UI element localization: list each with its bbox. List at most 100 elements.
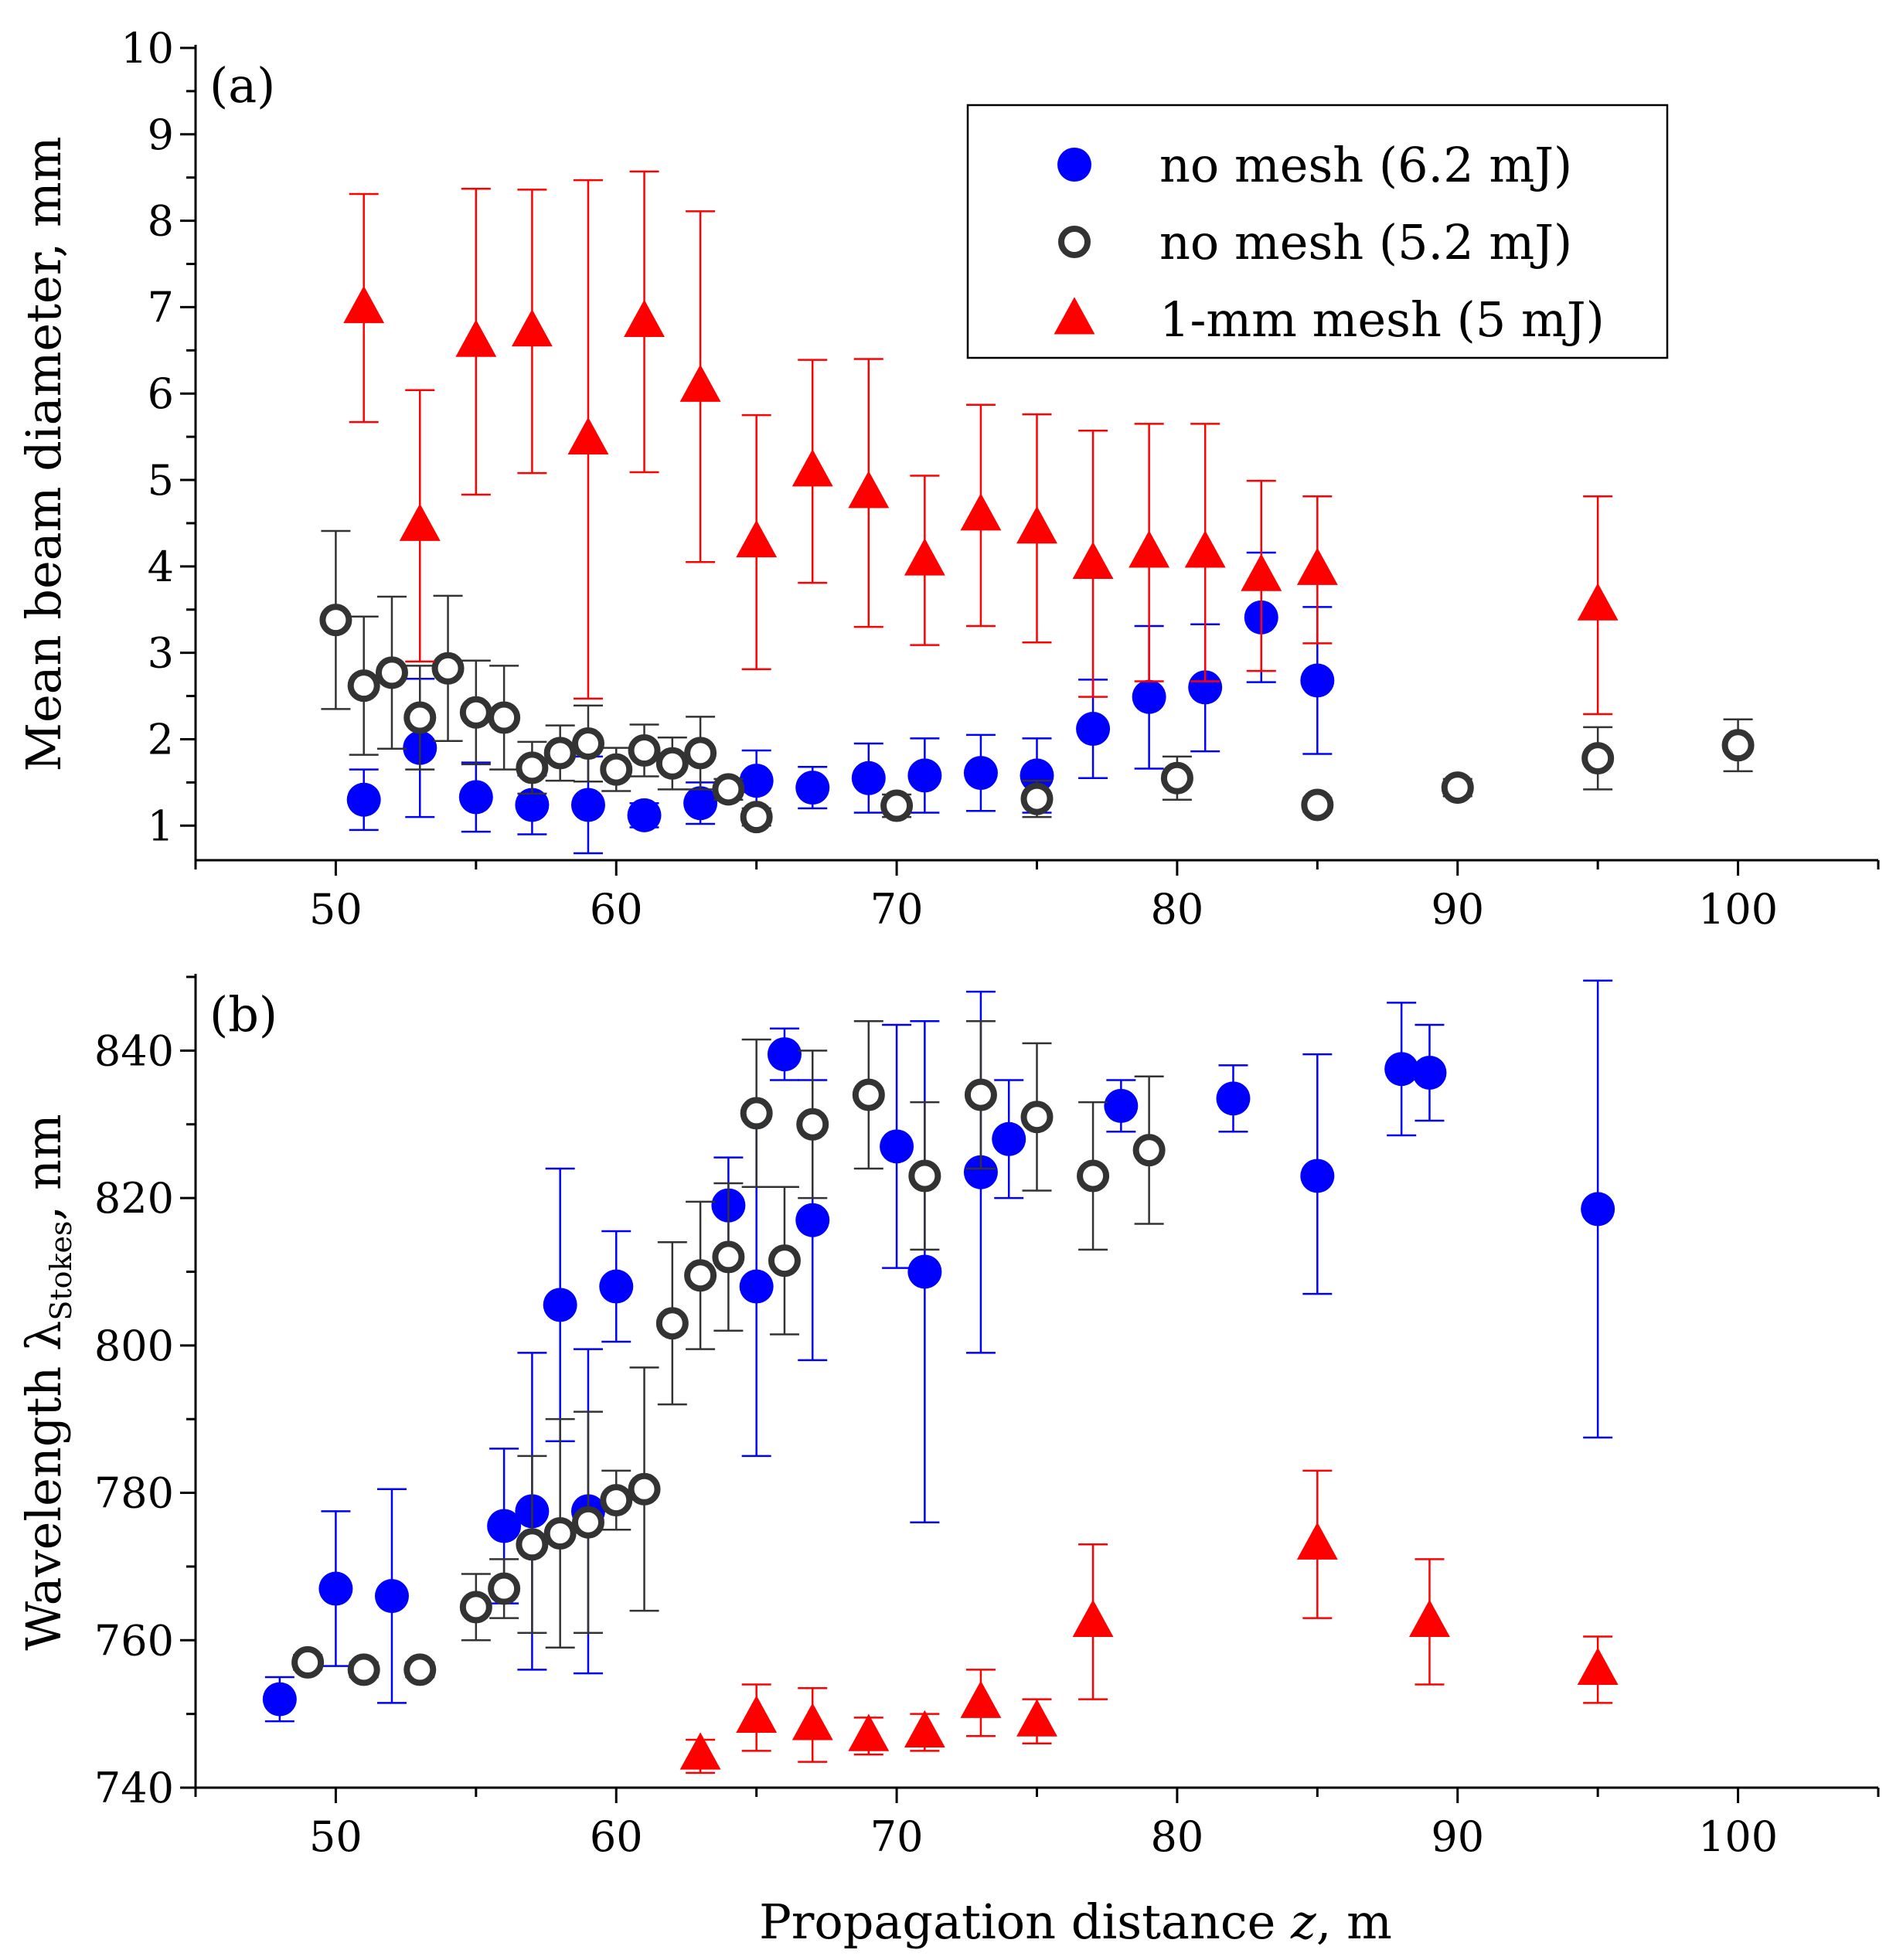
data-point — [795, 1203, 830, 1237]
data-point — [571, 1506, 604, 1539]
legend: no mesh (6.2 mJ) no mesh (5.2 mJ) 1-mm mes… — [966, 104, 1669, 359]
data-point — [1301, 788, 1334, 822]
data-point — [628, 1472, 661, 1506]
data-point — [1184, 530, 1226, 568]
y-tick-label: 760 — [94, 1616, 174, 1665]
data-point — [567, 417, 609, 455]
data-point — [1577, 1647, 1619, 1685]
data-point — [515, 788, 550, 822]
y-tick-label: 840 — [94, 1026, 174, 1075]
data-point — [880, 789, 914, 822]
data-point — [570, 788, 605, 822]
data-point — [1384, 1052, 1419, 1087]
data-point — [880, 1129, 914, 1164]
data-point — [431, 652, 465, 685]
data-point — [1016, 1699, 1057, 1737]
data-point — [1020, 782, 1054, 815]
x-tick-label: 100 — [1698, 885, 1778, 934]
series-filled-triangle — [343, 170, 1619, 716]
data-point — [767, 1037, 802, 1072]
data-point — [1076, 712, 1111, 747]
legend-entry-label: no mesh (5.2 mJ) — [1159, 214, 1572, 271]
data-point — [960, 1680, 1002, 1718]
y-tick-label: 1 — [148, 801, 174, 850]
y-tick-label: 2 — [148, 715, 174, 764]
panel-label: (b) — [209, 986, 277, 1043]
y-tick-label: 820 — [94, 1174, 174, 1223]
data-point — [907, 758, 942, 793]
panel-a: 50 60 70 80 90 100 1 2 3 4 5 6 7 8 9 10 (a) Mean beam dia… — [15, 24, 1880, 934]
data-point — [516, 751, 549, 784]
data-point — [487, 1509, 522, 1543]
x-tick-label: 60 — [590, 885, 643, 934]
data-point — [571, 727, 604, 761]
y-tick-label: 4 — [148, 543, 174, 591]
data-point — [768, 1244, 801, 1278]
data-point — [679, 364, 721, 402]
data-point — [712, 1240, 745, 1274]
panel-b: 50 60 70 80 90 100 740 760 780 800 820 840 (b) Wavele… — [15, 974, 1880, 1861]
data-point — [291, 1645, 325, 1679]
y-tick-label: 800 — [94, 1322, 174, 1370]
series-filled-circle — [262, 979, 1615, 1723]
data-point — [1300, 663, 1335, 698]
data-point — [624, 299, 665, 337]
data-point — [1160, 761, 1193, 795]
data-point — [963, 756, 998, 791]
data-point — [852, 1078, 885, 1111]
data-point — [459, 1591, 492, 1624]
data-point — [740, 801, 773, 834]
data-point — [399, 503, 441, 541]
data-point — [1581, 742, 1615, 775]
y-tick-label: 8 — [148, 197, 174, 246]
data-point — [964, 1078, 997, 1111]
data-point — [1241, 553, 1282, 591]
data-point — [488, 1572, 521, 1605]
data-point — [736, 519, 778, 558]
series-open-circle — [291, 1019, 1166, 1686]
data-point — [960, 493, 1002, 531]
data-point — [1057, 148, 1091, 182]
series-filled-triangle — [679, 1469, 1619, 1775]
y-tick-label: 10 — [121, 24, 174, 73]
data-point — [795, 771, 830, 805]
data-point — [543, 737, 577, 770]
data-point — [403, 701, 437, 734]
x-tick-label: 90 — [1431, 1812, 1484, 1861]
x-tick-label: 60 — [590, 1812, 643, 1861]
data-point — [1054, 297, 1095, 335]
data-point — [904, 1710, 945, 1748]
data-point — [1020, 758, 1054, 793]
data-point — [684, 737, 717, 770]
data-point — [375, 656, 408, 689]
x-tick-label: 90 — [1431, 885, 1484, 934]
data-point — [848, 471, 890, 509]
data-point — [347, 669, 380, 703]
data-point — [458, 780, 493, 815]
data-point — [516, 1528, 549, 1561]
data-point — [1441, 771, 1474, 805]
data-point — [1577, 583, 1619, 621]
data-point — [992, 1121, 1026, 1156]
x-tick-label: 70 — [870, 1812, 924, 1861]
data-point — [1020, 1101, 1054, 1134]
data-point — [1296, 1522, 1338, 1560]
data-point — [736, 1695, 778, 1733]
data-point — [1104, 1088, 1139, 1123]
x-tick-label: 50 — [309, 1812, 363, 1861]
y-axis-label: Mean beam diameter, mm — [15, 136, 72, 771]
data-point — [1129, 530, 1170, 568]
data-point — [1016, 505, 1057, 544]
data-point — [904, 538, 945, 576]
data-point — [739, 764, 774, 798]
data-point — [908, 1159, 941, 1193]
data-point — [543, 1516, 577, 1550]
data-point — [343, 285, 385, 324]
data-point — [684, 1259, 717, 1292]
y-tick-label: 9 — [148, 111, 174, 159]
data-point — [791, 449, 833, 487]
data-point — [1721, 729, 1755, 762]
x-tick-label: 100 — [1698, 1812, 1778, 1861]
data-point — [600, 753, 633, 786]
